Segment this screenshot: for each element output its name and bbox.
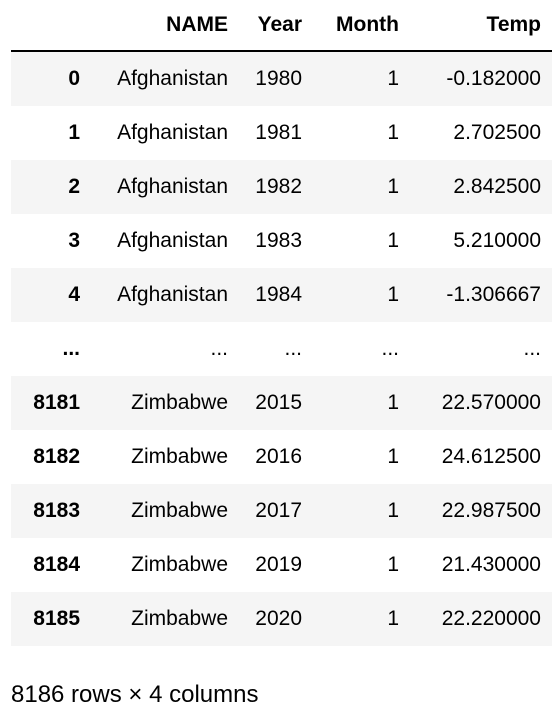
cell-month: 1 (387, 121, 399, 144)
table-row: 4 Afghanistan 1984 1 -1.306667 (11, 268, 552, 322)
dataframe-output: NAME Year Month Temp 0 Afghanistan 1980 … (11, 0, 552, 646)
cell-year: 1981 (255, 121, 302, 144)
cell-name: Zimbabwe (131, 445, 228, 468)
cell-year: 2015 (255, 391, 302, 414)
cell-year: 2017 (255, 499, 302, 522)
cell-year: ... (284, 337, 302, 360)
row-index: 8181 (33, 391, 80, 414)
cell-month: 1 (387, 67, 399, 90)
header-name: NAME (91, 0, 239, 52)
cell-month: 1 (387, 499, 399, 522)
cell-name: Afghanistan (117, 229, 228, 252)
cell-month: ... (381, 337, 399, 360)
row-index: 0 (68, 67, 80, 90)
cell-year: 1984 (255, 283, 302, 306)
cell-temp: 2.702500 (453, 121, 541, 144)
cell-name: Zimbabwe (131, 553, 228, 576)
cell-name: Zimbabwe (131, 391, 228, 414)
row-index: 3 (68, 229, 80, 252)
cell-temp: 22.220000 (441, 607, 541, 630)
row-index: 8183 (33, 499, 80, 522)
cell-year: 1983 (255, 229, 302, 252)
cell-name: Afghanistan (117, 283, 228, 306)
cell-name: ... (210, 337, 228, 360)
table-header: NAME Year Month Temp (11, 0, 552, 52)
cell-temp: 24.612500 (441, 445, 541, 468)
cell-temp: -1.306667 (446, 283, 541, 306)
cell-temp: 22.570000 (441, 391, 541, 414)
cell-temp: ... (523, 337, 541, 360)
cell-year: 1982 (255, 175, 302, 198)
table-row: 8184 Zimbabwe 2019 1 21.430000 (11, 538, 552, 592)
table-row: 8182 Zimbabwe 2016 1 24.612500 (11, 430, 552, 484)
cell-year: 2020 (255, 607, 302, 630)
header-row: NAME Year Month Temp (11, 0, 552, 52)
table-row: 1 Afghanistan 1981 1 2.702500 (11, 106, 552, 160)
row-index: 8182 (33, 445, 80, 468)
header-year: Year (239, 0, 313, 52)
cell-temp: 22.987500 (441, 499, 541, 522)
cell-name: Afghanistan (117, 175, 228, 198)
cell-year: 2019 (255, 553, 302, 576)
dataframe-table: NAME Year Month Temp 0 Afghanistan 1980 … (11, 0, 552, 646)
cell-month: 1 (387, 229, 399, 252)
row-index: 4 (68, 283, 80, 306)
cell-month: 1 (387, 283, 399, 306)
cell-temp: -0.182000 (446, 67, 541, 90)
cell-temp: 2.842500 (453, 175, 541, 198)
row-index: 8184 (33, 553, 80, 576)
table-row: 0 Afghanistan 1980 1 -0.182000 (11, 51, 552, 106)
header-month: Month (313, 0, 410, 52)
row-index: ... (62, 337, 80, 360)
cell-month: 1 (387, 445, 399, 468)
table-row-ellipsis: ... ... ... ... ... (11, 322, 552, 376)
header-temp: Temp (410, 0, 552, 52)
cell-year: 2016 (255, 445, 302, 468)
cell-name: Zimbabwe (131, 499, 228, 522)
cell-month: 1 (387, 175, 399, 198)
table-row: 2 Afghanistan 1982 1 2.842500 (11, 160, 552, 214)
row-index: 1 (68, 121, 80, 144)
table-row: 8183 Zimbabwe 2017 1 22.987500 (11, 484, 552, 538)
row-column-summary: 8186 rows × 4 columns (11, 681, 259, 708)
cell-name: Zimbabwe (131, 607, 228, 630)
cell-temp: 5.210000 (453, 229, 541, 252)
cell-temp: 21.430000 (441, 553, 541, 576)
table-row: 8181 Zimbabwe 2015 1 22.570000 (11, 376, 552, 430)
cell-month: 1 (387, 553, 399, 576)
row-index: 8185 (33, 607, 80, 630)
table-body: 0 Afghanistan 1980 1 -0.182000 1 Afghani… (11, 51, 552, 646)
header-index (11, 0, 91, 52)
cell-name: Afghanistan (117, 67, 228, 90)
row-index: 2 (68, 175, 80, 198)
cell-name: Afghanistan (117, 121, 228, 144)
cell-month: 1 (387, 391, 399, 414)
cell-month: 1 (387, 607, 399, 630)
table-row: 8185 Zimbabwe 2020 1 22.220000 (11, 592, 552, 646)
table-row: 3 Afghanistan 1983 1 5.210000 (11, 214, 552, 268)
cell-year: 1980 (255, 67, 302, 90)
